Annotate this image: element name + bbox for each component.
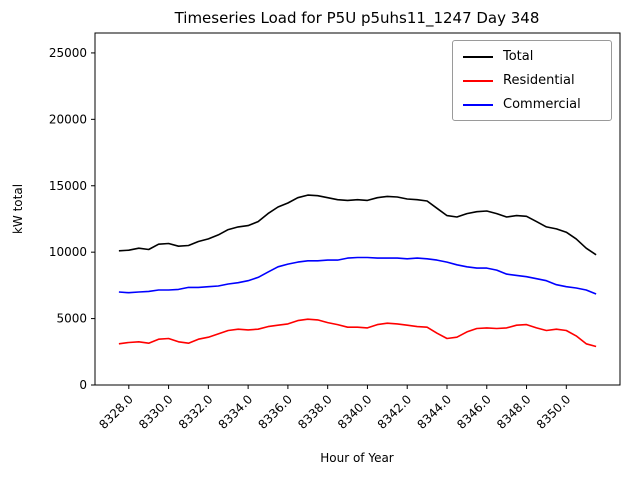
legend-item-total: Total	[463, 49, 599, 64]
x-tick-label: 8332.0	[176, 392, 216, 432]
legend-line-sample-commercial	[463, 103, 493, 106]
x-tick-label: 8340.0	[335, 392, 375, 432]
legend-item-commercial: Commercial	[463, 97, 599, 112]
x-tick-label: 8350.0	[534, 392, 574, 432]
y-tick-label: 25000	[49, 46, 87, 60]
x-tick-label: 8342.0	[375, 392, 415, 432]
chart-title: Timeseries Load for P5U p5uhs11_1247 Day…	[174, 9, 540, 28]
x-tick-label: 8334.0	[216, 392, 256, 432]
legend-label-residential: Residential	[503, 73, 575, 88]
x-tick-label: 8330.0	[136, 392, 176, 432]
y-tick-label: 20000	[49, 112, 87, 126]
legend-item-residential: Residential	[463, 73, 599, 88]
x-tick-label: 8346.0	[454, 392, 494, 432]
legend-label-total: Total	[503, 49, 534, 64]
x-axis-ticks: 8328.0 8330.0 8332.0 8334.0 8336.0 8338.0 8340…	[96, 385, 573, 432]
x-tick-label: 8344.0	[415, 392, 455, 432]
legend: Total Residential Commercial	[452, 40, 612, 121]
axes-frame	[94, 32, 621, 386]
series-line-residential	[118, 318, 597, 348]
legend-label-commercial: Commercial	[503, 97, 581, 112]
series-line-total	[118, 194, 597, 256]
y-axis-label: kW total	[11, 184, 25, 234]
series-lines	[118, 194, 597, 348]
y-axis-ticks: 0 5000 10000 15000 20000 25000	[49, 46, 95, 392]
legend-line-sample-total	[463, 55, 493, 58]
y-tick-label: 10000	[49, 245, 87, 259]
x-tick-label: 8348.0	[494, 392, 534, 432]
x-tick-label: 8338.0	[295, 392, 335, 432]
legend-line-sample-residential	[463, 79, 493, 82]
x-tick-label: 8328.0	[96, 392, 136, 432]
x-tick-label: 8336.0	[255, 392, 295, 432]
y-tick-label: 5000	[56, 312, 87, 326]
series-line-commercial	[118, 256, 597, 295]
y-tick-label: 0	[79, 378, 87, 392]
y-tick-label: 15000	[49, 179, 87, 193]
x-axis-label: Hour of Year	[320, 451, 394, 465]
